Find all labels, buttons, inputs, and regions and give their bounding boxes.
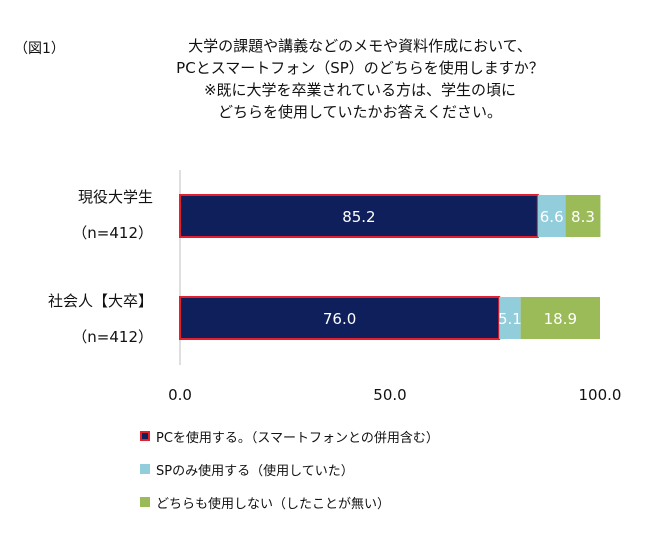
legend-label-neither: どちらも使用しない（したことが無い） [156,496,391,512]
chart-title-line-4: どちらを使用していたかお答えください。 [217,103,503,121]
category-sample-students: （n=412） [72,224,153,242]
legend-item-sp: SPのみ使用する（使用していた） [140,460,354,479]
figure-label: （図1） [14,41,65,57]
legend-label-sp: SPのみ使用する（使用していた） [156,463,354,479]
chart-title-line-3: ※既に大学を卒業されている方は、学生の頃に [203,81,517,99]
legend-swatch-sp [140,464,150,474]
bar-pc-students [179,194,539,238]
bar-neither-graduates [520,297,600,339]
category-label-students: 現役大学生 [77,188,153,206]
x-tick-label-1: 50.0 [373,386,406,404]
legend-label-pc: PCを使用する。（スマートフォンとの併用含む） [156,430,439,446]
x-tick-label-2: 100.0 [579,386,622,404]
bar-sp-students [537,195,566,237]
legend-item-pc: PCを使用する。（スマートフォンとの併用含む） [140,427,439,446]
legend-item-neither: どちらも使用しない（したことが無い） [140,493,391,512]
data-label-pc-students: 85.2 [342,208,375,226]
data-label-sp-graduates: 5.1 [498,310,522,328]
chart-title-line-2: PCとスマートフォン（SP）のどちらを使用しますか？ [176,59,544,77]
data-label-neither-graduates: 18.9 [544,310,577,328]
legend-swatch-neither [140,497,150,507]
data-label-sp-students: 6.6 [540,208,564,226]
bar-sp-graduates [499,297,521,339]
category-sample-graduates: （n=412） [72,328,153,346]
data-label-neither-students: 8.3 [571,208,595,226]
bar-pc-graduates [179,296,501,340]
data-label-pc-graduates: 76.0 [323,310,356,328]
legend-swatch-pc [140,431,150,441]
bar-neither-students [565,195,601,237]
category-label-graduates: 社会人【大卒】 [47,292,153,310]
chart-title-line-1: 大学の課題や講義などのメモや資料作成において、 [188,37,532,55]
x-tick-label-0: 0.0 [168,386,192,404]
